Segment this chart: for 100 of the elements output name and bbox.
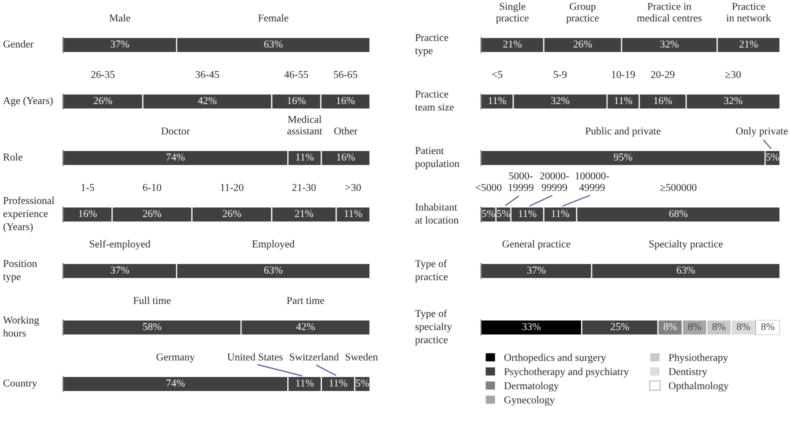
data-label: 11% <box>330 380 348 387</box>
data-label: 5% <box>482 210 496 218</box>
data-label: 26% <box>142 210 162 218</box>
y-tick-label: Country <box>3 380 38 389</box>
legend-label: Opthalmology <box>668 382 729 392</box>
series-label: 56-65 <box>334 70 358 78</box>
series-label: Only private <box>736 127 788 137</box>
y-tick-label: Working hours <box>3 316 39 337</box>
series-label: Specialty practice <box>649 240 723 250</box>
data-label: 42% <box>198 97 216 104</box>
series-label: Part time <box>286 296 324 304</box>
series-label: ≥500000 <box>660 184 696 191</box>
data-label: 32% <box>724 97 742 104</box>
data-label: 37% <box>527 266 546 274</box>
data-label: 58% <box>143 323 162 330</box>
data-label: 16% <box>654 97 672 104</box>
data-label: 33% <box>522 323 541 330</box>
series-label: 11-20 <box>220 184 244 191</box>
series-label: <5 <box>492 71 502 78</box>
y-tick-label: Position type <box>3 260 37 282</box>
series-label: 5000- 19999 <box>508 172 534 191</box>
series-label: Employed <box>252 240 295 250</box>
series-label: 5-9 <box>554 70 567 78</box>
series-label: >30 <box>346 184 361 191</box>
legend-label: Dentistry <box>668 368 708 378</box>
data-label: 16% <box>336 97 355 104</box>
legend-label: Psychotherapy and psychiatry <box>504 368 629 378</box>
data-label: 16% <box>78 210 97 218</box>
data-label: 26% <box>574 40 592 48</box>
data-label: 8% <box>736 323 750 330</box>
data-label: 95% <box>614 154 632 161</box>
data-label: 63% <box>264 266 282 274</box>
data-label: 8% <box>664 323 677 330</box>
data-label: 8% <box>712 323 726 330</box>
series-label: Switzerland <box>290 353 339 360</box>
y-tick-label: Patient population <box>415 147 460 170</box>
series-label: Male <box>109 14 130 22</box>
series-label: Medical assistant <box>287 116 322 134</box>
data-label: 16% <box>288 97 306 104</box>
series-label: Practice in network <box>726 2 772 22</box>
data-label: 21% <box>503 40 522 48</box>
y-tick-label: Gender <box>3 40 34 48</box>
y-tick-label: Type of specialty practice <box>415 310 452 346</box>
data-label: 37% <box>110 266 129 274</box>
data-label: 42% <box>296 323 315 330</box>
data-label: 21% <box>740 40 758 48</box>
data-label: 8% <box>761 323 774 330</box>
series-label: General practice <box>502 240 570 250</box>
series-label: <5000 <box>476 184 502 191</box>
series-label: Group practice <box>566 2 599 24</box>
data-label: 63% <box>264 40 282 48</box>
data-label: 26% <box>222 210 242 218</box>
y-tick-label: Type of practice <box>415 260 448 282</box>
data-label: 25% <box>610 323 630 330</box>
series-label: 21-30 <box>292 184 316 191</box>
series-label: Self-employed <box>90 240 150 250</box>
series-label: Public and private <box>585 127 661 137</box>
series-label: Germany <box>156 353 195 363</box>
series-label: 26-35 <box>91 70 115 78</box>
data-label: 21% <box>294 210 314 218</box>
data-label: 68% <box>669 210 688 218</box>
y-tick-label: Professional experience (Years) <box>3 196 54 232</box>
series-label: United States <box>227 353 283 360</box>
series-label: Other <box>334 127 358 134</box>
legend-label: Dermatology <box>504 382 559 392</box>
series-label: 1-5 <box>82 184 94 191</box>
data-label: 11% <box>296 154 314 161</box>
series-label: 6-10 <box>142 184 162 191</box>
series-label: Practice in medical centres <box>637 2 702 22</box>
data-label: 32% <box>551 97 570 104</box>
series-label: 46-55 <box>284 70 308 78</box>
series-label: 10-19 <box>612 70 635 78</box>
data-label: 11% <box>614 97 632 104</box>
data-label: 11% <box>344 210 362 218</box>
data-label: 11% <box>488 97 506 104</box>
data-label: 26% <box>94 97 112 104</box>
data-label: 11% <box>296 380 314 387</box>
series-label: Single practice <box>496 2 529 24</box>
data-label: 16% <box>337 154 355 161</box>
series-label: 36-45 <box>196 70 220 78</box>
data-label: 74% <box>166 380 185 387</box>
y-tick-label: Practice team size <box>415 90 454 111</box>
data-label: 5% <box>766 154 780 161</box>
data-label: 11% <box>518 210 536 218</box>
series-label: 100000- 49999 <box>576 172 610 191</box>
data-label: 5% <box>497 210 510 218</box>
legend-label: Orthopedics and surgery <box>504 354 606 364</box>
y-tick-label: Inhabitant at location <box>415 203 459 224</box>
data-label: 63% <box>676 266 696 274</box>
y-tick-label: Role <box>3 153 22 161</box>
series-label: ≥30 <box>725 70 741 78</box>
series-label: Sweden <box>346 353 378 360</box>
legend-label: Gynecology <box>504 396 555 406</box>
y-tick-label: Practice type <box>415 34 448 56</box>
series-label: Female <box>258 14 288 22</box>
data-label: 11% <box>552 210 570 218</box>
series-label: 20000- 99999 <box>540 172 569 191</box>
legend-label: Physiotherapy <box>668 354 728 364</box>
data-label: 8% <box>688 323 702 330</box>
data-label: 32% <box>660 40 679 48</box>
